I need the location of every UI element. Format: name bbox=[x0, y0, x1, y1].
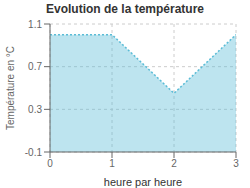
svg-text:0.3: 0.3 bbox=[28, 104, 42, 115]
html-text:Evolution de la température: Evolution de la température bbox=[46, 2, 204, 16]
svg-text:2: 2 bbox=[171, 158, 177, 169]
svg-text:0.7: 0.7 bbox=[28, 61, 42, 72]
svg-text:1.1: 1.1 bbox=[28, 19, 42, 30]
svg-text:1: 1 bbox=[109, 158, 115, 169]
svg-text:-0.1: -0.1 bbox=[25, 147, 43, 158]
svg-text:heure par heure: heure par heure bbox=[104, 176, 182, 188]
svg-text:0: 0 bbox=[47, 158, 53, 169]
svg-text:Température en °C: Température en °C bbox=[8, 46, 16, 130]
svg-text:3: 3 bbox=[233, 158, 239, 169]
